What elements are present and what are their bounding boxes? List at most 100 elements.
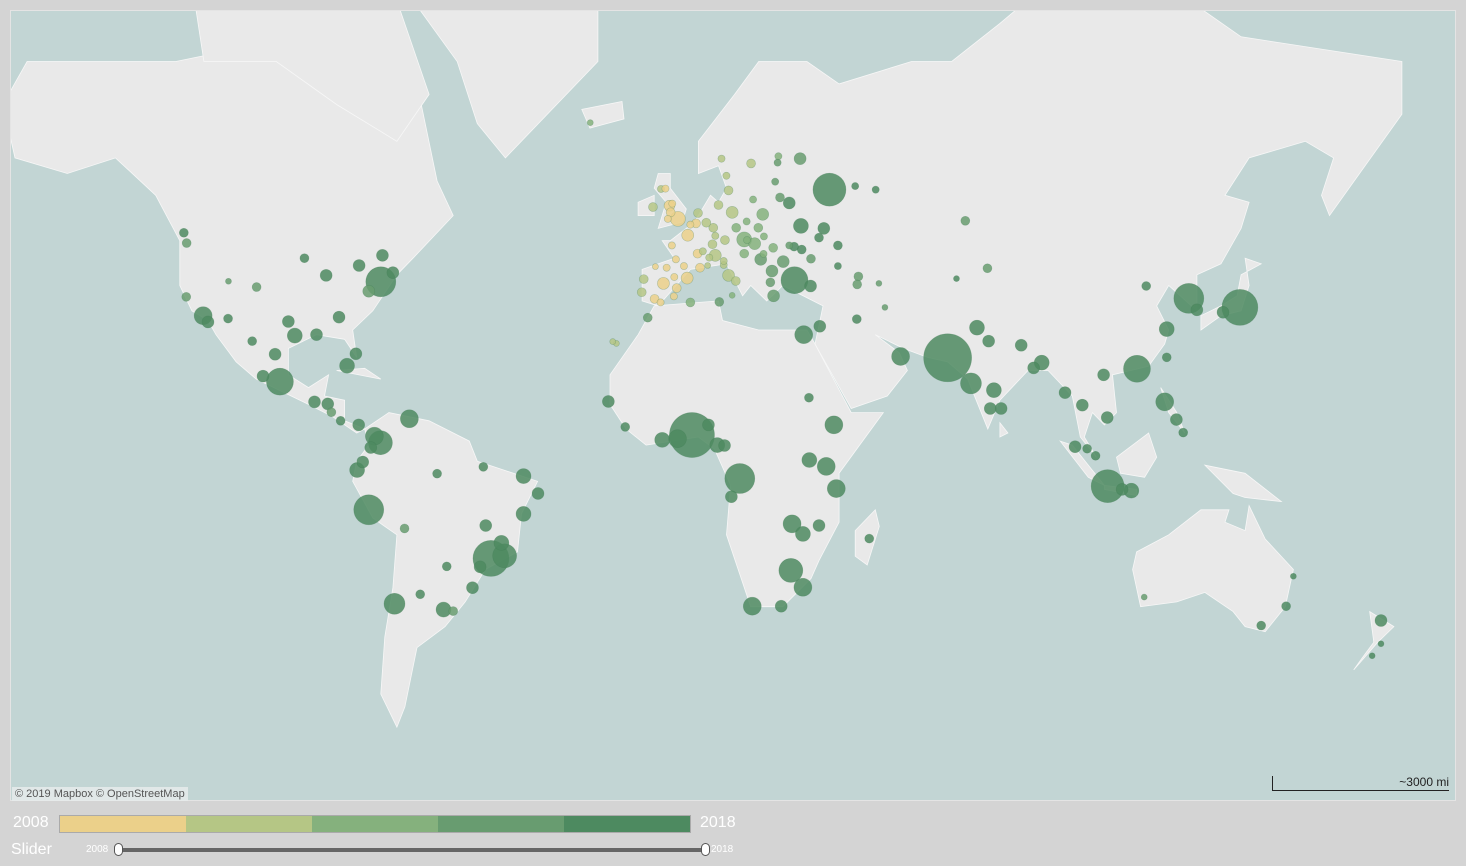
slider-min-handle[interactable]: [114, 843, 123, 856]
data-bubble[interactable]: [1161, 352, 1172, 363]
data-bubble[interactable]: [670, 273, 679, 281]
data-bubble[interactable]: [718, 439, 731, 452]
data-bubble[interactable]: [1178, 427, 1189, 438]
data-bubble[interactable]: [816, 457, 836, 476]
data-bubble[interactable]: [1140, 593, 1148, 601]
data-bubble[interactable]: [466, 581, 479, 595]
data-bubble[interactable]: [685, 297, 696, 308]
data-bubble[interactable]: [806, 253, 816, 264]
data-bubble[interactable]: [982, 334, 995, 348]
data-bubble[interactable]: [708, 222, 719, 233]
data-bubble[interactable]: [731, 222, 741, 233]
data-bubble[interactable]: [1014, 338, 1028, 352]
data-bubble[interactable]: [983, 402, 997, 415]
data-bubble[interactable]: [969, 319, 985, 336]
data-bubble[interactable]: [1374, 614, 1388, 627]
data-bubble[interactable]: [353, 494, 385, 526]
data-bubble[interactable]: [479, 519, 493, 532]
data-bubble[interactable]: [299, 253, 310, 263]
data-bubble[interactable]: [602, 395, 615, 408]
data-bubble[interactable]: [432, 468, 442, 479]
data-bubble[interactable]: [723, 185, 734, 196]
data-bubble[interactable]: [1027, 361, 1040, 375]
data-bubble[interactable]: [759, 250, 768, 258]
data-bubble[interactable]: [642, 312, 653, 323]
data-bubble[interactable]: [247, 336, 257, 346]
data-bubble[interactable]: [722, 171, 731, 180]
data-bubble[interactable]: [775, 192, 785, 203]
data-bubble[interactable]: [478, 462, 489, 472]
data-bubble[interactable]: [493, 535, 510, 551]
data-bubble[interactable]: [833, 262, 842, 270]
data-bubble[interactable]: [864, 533, 875, 544]
data-bubble[interactable]: [181, 238, 192, 248]
data-bubble[interactable]: [386, 266, 400, 279]
data-bubble[interactable]: [1076, 398, 1089, 412]
data-bubble[interactable]: [724, 463, 756, 494]
data-bubble[interactable]: [400, 409, 419, 429]
data-bubble[interactable]: [693, 208, 703, 218]
data-bubble[interactable]: [686, 220, 695, 229]
data-bubble[interactable]: [982, 263, 993, 274]
data-bubble[interactable]: [1155, 392, 1175, 412]
data-bubble[interactable]: [756, 208, 770, 221]
data-bubble[interactable]: [804, 392, 814, 403]
data-bubble[interactable]: [776, 255, 790, 268]
data-bubble[interactable]: [793, 218, 809, 234]
data-bubble[interactable]: [704, 262, 711, 269]
data-bubble[interactable]: [881, 304, 889, 311]
data-bubble[interactable]: [851, 314, 862, 324]
data-bubble[interactable]: [742, 217, 751, 226]
data-bubble[interactable]: [620, 422, 631, 432]
data-bubble[interactable]: [383, 592, 406, 615]
data-bubble[interactable]: [1190, 303, 1204, 317]
data-bubble[interactable]: [765, 264, 779, 278]
data-bubble[interactable]: [1100, 411, 1114, 424]
data-bubble[interactable]: [875, 280, 883, 287]
data-bubble[interactable]: [795, 526, 811, 542]
data-bubble[interactable]: [266, 367, 294, 396]
data-bubble[interactable]: [785, 241, 794, 250]
data-bubble[interactable]: [667, 241, 676, 250]
data-bubble[interactable]: [771, 177, 780, 186]
data-bubble[interactable]: [326, 407, 337, 417]
data-bubble[interactable]: [1170, 413, 1183, 426]
data-bubble[interactable]: [332, 310, 346, 324]
data-bubble[interactable]: [765, 277, 776, 288]
data-bubble[interactable]: [814, 232, 824, 243]
data-bubble[interactable]: [753, 222, 764, 233]
data-bubble[interactable]: [251, 282, 262, 292]
data-bubble[interactable]: [801, 452, 818, 468]
data-bubble[interactable]: [1158, 321, 1175, 337]
data-bubble[interactable]: [352, 418, 366, 432]
data-bubble[interactable]: [701, 217, 712, 228]
data-bubble[interactable]: [739, 248, 750, 259]
data-bubble[interactable]: [649, 294, 660, 304]
data-bubble[interactable]: [760, 232, 768, 241]
data-bubble[interactable]: [768, 242, 778, 253]
data-bubble[interactable]: [225, 277, 232, 285]
data-bubble[interactable]: [778, 558, 804, 583]
data-bubble[interactable]: [352, 259, 366, 272]
data-bubble[interactable]: [871, 185, 880, 194]
data-bubble[interactable]: [722, 269, 735, 282]
data-bubble[interactable]: [695, 262, 705, 273]
data-bubble[interactable]: [671, 255, 680, 264]
data-bubble[interactable]: [662, 263, 671, 272]
data-bubble[interactable]: [282, 315, 295, 328]
world-map[interactable]: [0, 0, 1466, 802]
data-bubble[interactable]: [812, 519, 826, 532]
data-bubble[interactable]: [656, 298, 665, 307]
data-bubble[interactable]: [774, 152, 783, 161]
data-bubble[interactable]: [1216, 306, 1230, 319]
data-bubble[interactable]: [743, 236, 751, 244]
data-bubble[interactable]: [705, 253, 714, 262]
data-bubble[interactable]: [349, 347, 363, 361]
data-bubble[interactable]: [1256, 620, 1266, 631]
data-bubble[interactable]: [960, 216, 971, 226]
data-bubble[interactable]: [702, 418, 715, 432]
data-bubble[interactable]: [804, 279, 817, 293]
data-bubble[interactable]: [181, 292, 192, 302]
data-bubble[interactable]: [824, 415, 844, 435]
data-bubble[interactable]: [668, 429, 687, 448]
